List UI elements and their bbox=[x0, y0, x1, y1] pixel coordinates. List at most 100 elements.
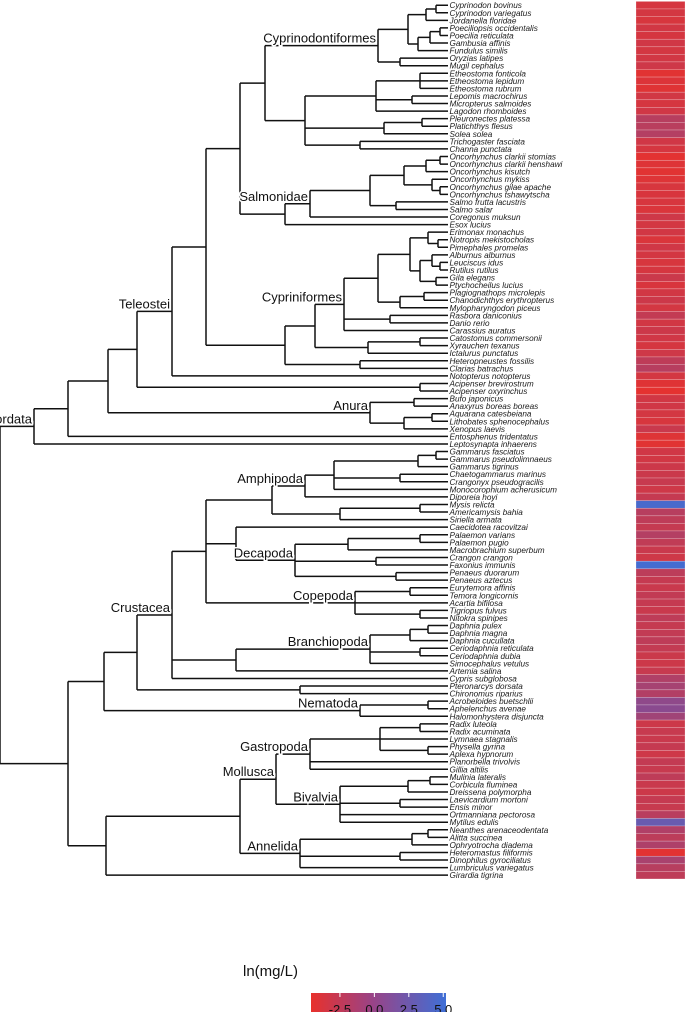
heatmap-cell bbox=[635, 402, 685, 411]
heatmap-cell bbox=[635, 500, 685, 509]
heatmap-cell bbox=[635, 477, 685, 486]
heatmap-cell bbox=[635, 31, 685, 40]
species-label: Oryzias latipes bbox=[450, 54, 504, 63]
heatmap-cell bbox=[635, 507, 685, 517]
species-label: Mysis relicta bbox=[450, 500, 495, 509]
heatmap-cell bbox=[635, 167, 685, 176]
heatmap-cell bbox=[635, 674, 685, 683]
heatmap-cell bbox=[635, 265, 685, 275]
heatmap-cell bbox=[635, 840, 685, 849]
heatmap-cell bbox=[635, 122, 685, 131]
heatmap-cell bbox=[635, 152, 685, 161]
species-label: Heteropneustes fossilis bbox=[450, 357, 535, 366]
heatmap-cell bbox=[635, 530, 685, 539]
species-label: Poeciliopsis occidentalis bbox=[450, 24, 538, 33]
heatmap-cell bbox=[635, 636, 685, 645]
heatmap-cell bbox=[635, 99, 685, 108]
species-label: Americamysis bahia bbox=[449, 508, 524, 517]
species-label: Acipenser brevirostrum bbox=[449, 379, 534, 388]
heatmap-cell bbox=[635, 871, 685, 880]
species-label: Diporeia hoyi bbox=[450, 493, 498, 502]
heatmap-cell bbox=[635, 568, 685, 577]
species-label: Lagodon rhomboides bbox=[450, 107, 527, 116]
clade-label: Decapoda bbox=[234, 545, 294, 560]
species-label: Gammarus tigrinus bbox=[450, 463, 519, 472]
species-label: Catostomus commersonii bbox=[450, 334, 543, 343]
heatmap-cell bbox=[635, 235, 685, 244]
species-label: Leptosynapta inhaerens bbox=[450, 440, 537, 449]
species-label: Oncorhynchus mykiss bbox=[450, 175, 530, 184]
species-label: Pteronarcys dorsata bbox=[450, 682, 524, 691]
species-label: Aquarana catesbeiana bbox=[449, 410, 532, 419]
species-label: Caecidotea racovitzai bbox=[450, 523, 528, 532]
species-label: Bufo japonicus bbox=[450, 395, 504, 404]
species-label: Crangon crangon bbox=[450, 553, 514, 562]
clade-label: Cypriniformes bbox=[262, 289, 343, 304]
clade-label: Chordata bbox=[0, 411, 33, 426]
heatmap-cell bbox=[635, 190, 685, 199]
heatmap-cell bbox=[635, 810, 685, 819]
heatmap-cell bbox=[635, 76, 685, 85]
species-label: Entosphenus tridentatus bbox=[450, 432, 538, 441]
species-label: Pimephales promelas bbox=[450, 243, 529, 252]
heatmap-cell bbox=[635, 712, 685, 721]
clade-label: Copepoda bbox=[293, 588, 354, 603]
species-label: Etheostoma rubrum bbox=[450, 84, 522, 93]
clade-label: Annelida bbox=[247, 838, 298, 853]
species-label: Anaxyrus boreas boreas bbox=[449, 402, 539, 411]
species-label: Oncorhynchus clarkii stomias bbox=[450, 153, 556, 162]
species-label: Daphnia magna bbox=[450, 629, 508, 638]
species-label: Dreissena polymorpha bbox=[450, 788, 532, 797]
heatmap-cell bbox=[635, 591, 685, 600]
species-label: Palaemon pugio bbox=[450, 538, 510, 547]
heatmap-cell bbox=[635, 697, 685, 706]
heatmap-cell bbox=[635, 288, 685, 297]
heatmap-cell bbox=[635, 356, 685, 365]
legend-tick-label: 0.0 bbox=[365, 1002, 383, 1012]
heatmap-cell bbox=[635, 576, 685, 585]
heatmap-cell bbox=[635, 197, 685, 206]
species-label: Lumbriculus variegatus bbox=[450, 864, 534, 873]
heatmap-cell bbox=[635, 417, 685, 426]
heatmap-cell bbox=[635, 1, 685, 10]
species-label: Ictalurus punctatus bbox=[450, 349, 519, 358]
heatmap-cell bbox=[635, 129, 685, 138]
species-label: Eurytemora affinis bbox=[450, 584, 516, 593]
clade-label: Nematoda bbox=[298, 696, 359, 711]
species-label: Acipenser oxyrinchus bbox=[449, 387, 528, 396]
heatmap-cell bbox=[635, 689, 685, 698]
species-label: Penaeus duorarum bbox=[450, 569, 520, 578]
heatmap-cell bbox=[635, 8, 685, 17]
species-label: Chironomus riparius bbox=[450, 690, 523, 699]
species-label: Macrobrachium superbum bbox=[450, 546, 545, 555]
heatmap-cell bbox=[635, 394, 685, 403]
heatmap-cell bbox=[635, 175, 685, 184]
heatmap-cell bbox=[635, 825, 685, 834]
species-label: Alburnus alburnus bbox=[449, 251, 516, 260]
species-label: Chaetogammarus marinus bbox=[450, 470, 546, 479]
species-label: Mugil cephalus bbox=[450, 62, 505, 71]
heatmap-cell bbox=[635, 455, 685, 464]
heatmap-cell bbox=[635, 523, 685, 532]
species-label: Ortmanniana pectorosa bbox=[450, 811, 536, 820]
heatmap-cell bbox=[635, 772, 685, 781]
species-label: Solea solea bbox=[450, 130, 493, 139]
heatmap-cell bbox=[635, 538, 685, 547]
branch-path bbox=[0, 4, 448, 876]
legend-colorbar bbox=[311, 993, 446, 1012]
clade-label: Branchiopoda bbox=[288, 634, 369, 649]
species-label: Tigriopus fulvus bbox=[450, 606, 507, 615]
species-label: Clarias batrachus bbox=[450, 364, 514, 373]
species-label: Oncorhynchus gilae apache bbox=[450, 183, 552, 192]
heatmap-cell bbox=[635, 326, 685, 335]
clade-label: Cyprinodontiformes bbox=[263, 31, 376, 46]
species-label: Heteromastus filiformis bbox=[450, 848, 533, 857]
species-label: Ensis minor bbox=[450, 803, 493, 812]
species-label: Radix acuminata bbox=[450, 727, 511, 736]
heatmap-cell bbox=[635, 258, 685, 267]
species-label: Esox lucius bbox=[450, 221, 491, 230]
heatmap-cell bbox=[635, 606, 685, 615]
species-label: Girardia tigrina bbox=[450, 871, 504, 880]
heatmap-cell bbox=[635, 159, 685, 169]
species-label: Jordanella floridae bbox=[449, 16, 517, 25]
